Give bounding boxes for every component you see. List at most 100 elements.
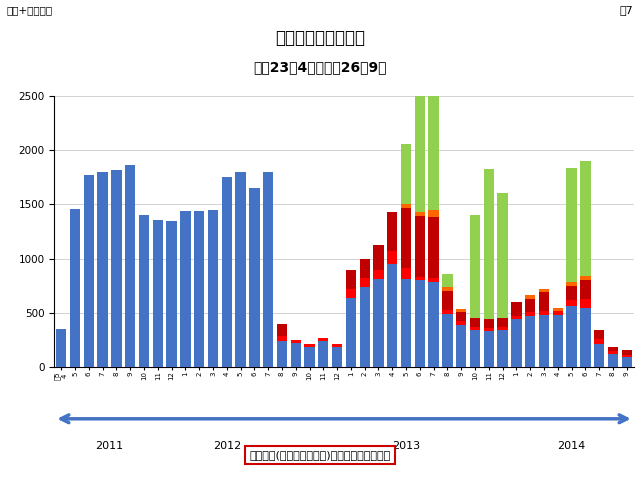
Bar (552, 312, 563, 315)
Text: 一般+学校検診: 一般+学校検診 (6, 5, 52, 15)
Bar (566, 306, 577, 367)
Bar (497, 318, 508, 326)
Bar (305, 347, 315, 367)
Bar (84, 175, 94, 367)
Bar (318, 341, 328, 367)
Bar (428, 281, 439, 367)
Bar (525, 299, 535, 312)
Bar (470, 318, 480, 326)
Bar (456, 312, 467, 321)
Bar (401, 208, 412, 268)
Bar (456, 309, 467, 312)
Bar (221, 178, 232, 367)
Bar (539, 292, 549, 312)
Bar (594, 339, 604, 345)
Bar (415, 87, 425, 212)
Bar (276, 336, 287, 341)
Text: 平成23年4月～平成26年9月: 平成23年4月～平成26年9月 (253, 60, 387, 74)
Bar (552, 308, 563, 312)
Bar (249, 188, 260, 367)
Bar (442, 275, 452, 288)
Bar (442, 288, 452, 291)
Bar (415, 212, 425, 216)
Bar (276, 341, 287, 367)
Bar (470, 326, 480, 330)
Bar (401, 204, 412, 208)
Bar (346, 270, 356, 289)
Bar (373, 270, 383, 279)
Bar (566, 168, 577, 282)
Bar (442, 291, 452, 310)
Bar (511, 320, 522, 367)
Text: 2012: 2012 (212, 441, 241, 451)
Bar (125, 166, 136, 367)
Bar (621, 350, 632, 355)
Bar (497, 326, 508, 330)
Bar (497, 193, 508, 318)
Bar (552, 315, 563, 367)
Bar (608, 354, 618, 367)
Bar (511, 316, 522, 320)
Bar (415, 276, 425, 280)
Bar (456, 325, 467, 367)
Bar (360, 278, 370, 287)
Bar (539, 312, 549, 315)
Bar (484, 319, 494, 328)
Bar (525, 295, 535, 299)
Bar (360, 259, 370, 278)
Bar (305, 344, 315, 347)
Bar (428, 278, 439, 281)
Bar (276, 324, 287, 336)
Bar (525, 312, 535, 316)
Bar (373, 245, 383, 270)
Bar (594, 330, 604, 339)
Bar (387, 264, 397, 367)
Bar (566, 300, 577, 306)
Bar (401, 268, 412, 279)
Bar (332, 344, 342, 347)
Bar (580, 276, 591, 280)
Text: 月別受診者数の推移: 月別受診者数の推移 (275, 29, 365, 47)
Text: 2014: 2014 (557, 441, 586, 451)
Bar (470, 330, 480, 367)
Bar (428, 217, 439, 278)
Bar (291, 340, 301, 343)
Bar (387, 251, 397, 264)
Bar (153, 220, 163, 367)
Bar (428, 210, 439, 217)
Bar (346, 289, 356, 298)
Bar (608, 351, 618, 354)
Bar (525, 316, 535, 367)
Bar (166, 221, 177, 367)
Bar (318, 338, 328, 341)
Bar (566, 286, 577, 300)
Bar (484, 331, 494, 367)
Bar (111, 170, 122, 367)
Bar (484, 169, 494, 319)
Bar (236, 172, 246, 367)
Bar (97, 172, 108, 367)
Bar (580, 161, 591, 276)
Bar (208, 210, 218, 367)
Bar (621, 355, 632, 357)
Text: 渡辺病院(渡辺クリニック)での測定データ含む: 渡辺病院(渡辺クリニック)での測定データ含む (250, 450, 390, 460)
Bar (415, 280, 425, 367)
Text: 2013: 2013 (392, 441, 420, 451)
Bar (401, 144, 412, 204)
Bar (401, 279, 412, 367)
Bar (484, 328, 494, 331)
Bar (580, 308, 591, 367)
Bar (346, 298, 356, 367)
Bar (360, 287, 370, 367)
Bar (428, 76, 439, 210)
Bar (56, 329, 67, 367)
Bar (497, 330, 508, 367)
Bar (539, 315, 549, 367)
Bar (511, 302, 522, 316)
Bar (442, 314, 452, 367)
Bar (194, 211, 204, 367)
Bar (415, 216, 425, 276)
Bar (580, 280, 591, 299)
Bar (387, 212, 397, 251)
Text: 図7: 図7 (620, 5, 634, 15)
